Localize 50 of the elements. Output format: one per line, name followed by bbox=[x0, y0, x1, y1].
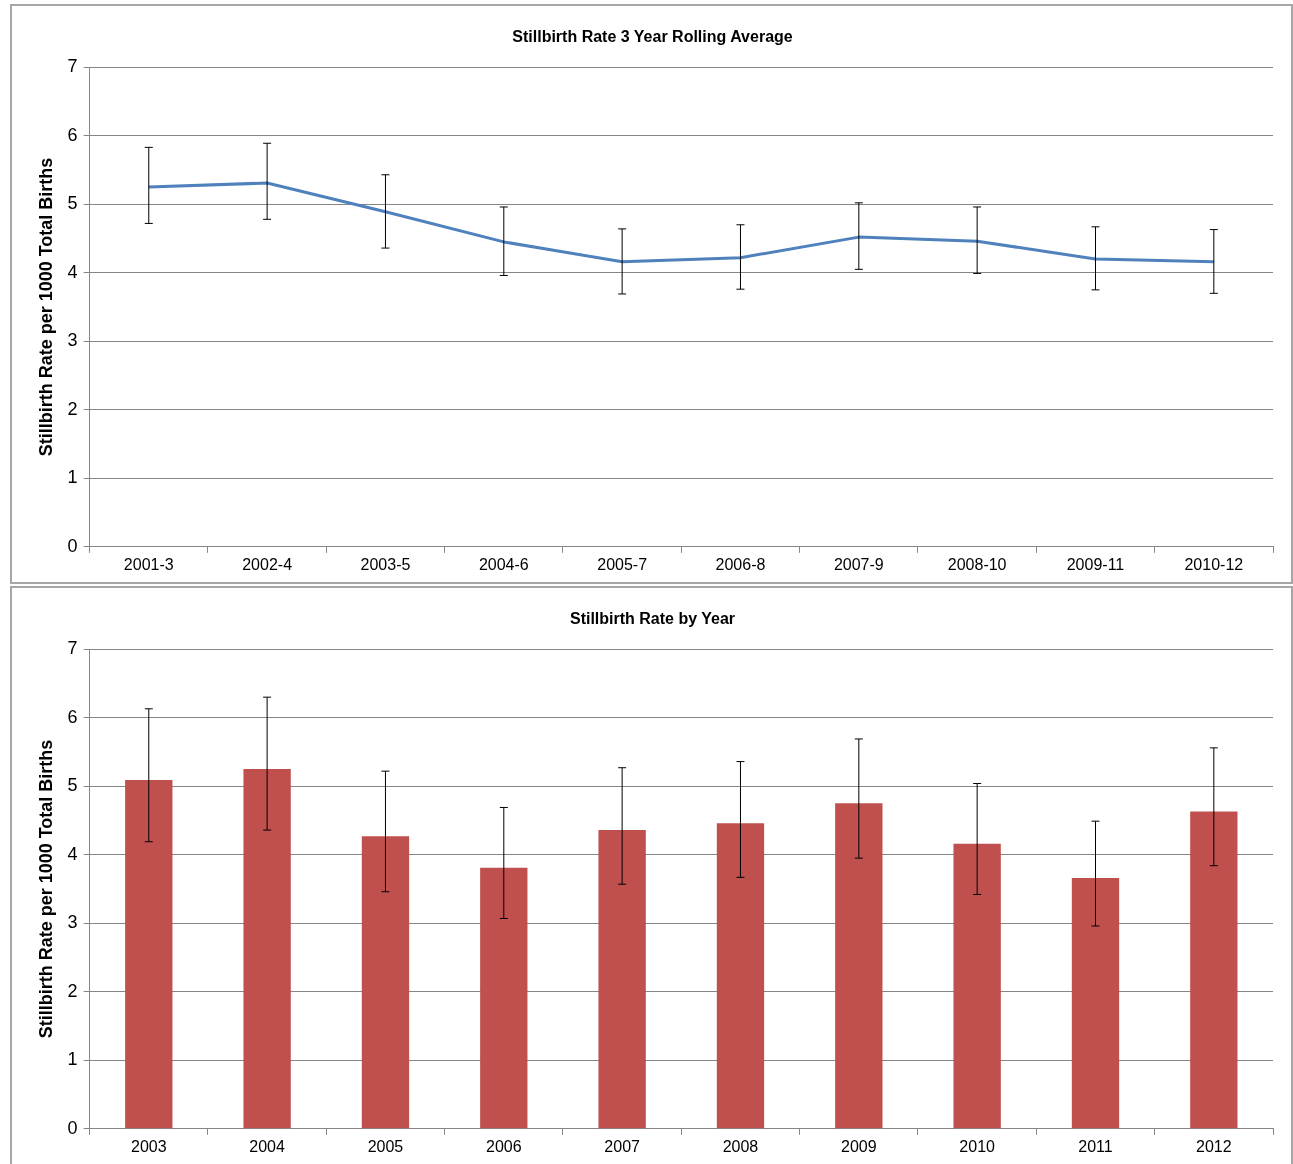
y-tick-label: 7 bbox=[67, 638, 78, 659]
x-tick-label: 2005-7 bbox=[597, 555, 648, 573]
x-tick-label: 2003-5 bbox=[360, 555, 411, 573]
y-axis-title: Stillbirth Rate per 1000 Total Births bbox=[35, 157, 56, 457]
y-tick-label: 0 bbox=[67, 535, 78, 556]
chart-title: Stillbirth Rate by Year bbox=[569, 610, 736, 628]
y-axis-title: Stillbirth Rate per 1000 Total Births bbox=[35, 739, 56, 1039]
chart-title: Stillbirth Rate 3 Year Rolling Average bbox=[512, 28, 793, 46]
y-tick-label: 7 bbox=[67, 56, 78, 77]
bar bbox=[243, 769, 291, 1129]
bar bbox=[716, 823, 765, 1129]
y-tick-label: 1 bbox=[67, 1049, 78, 1070]
bar bbox=[125, 780, 173, 1129]
bar bbox=[835, 803, 883, 1129]
y-tick-label: 6 bbox=[67, 706, 78, 727]
x-tick-label: 2007 bbox=[604, 1137, 641, 1155]
x-tick-label: 2005 bbox=[367, 1137, 404, 1155]
y-tick-label: 0 bbox=[67, 1117, 78, 1138]
x-tick-label: 2009-11 bbox=[1066, 555, 1125, 573]
x-tick-label: 2006-8 bbox=[715, 555, 766, 573]
x-tick-label: 2009 bbox=[841, 1137, 877, 1155]
y-tick-label: 3 bbox=[67, 912, 78, 933]
y-tick-label: 2 bbox=[67, 980, 78, 1001]
y-tick-label: 5 bbox=[67, 193, 78, 214]
x-tick-label: 2004 bbox=[249, 1137, 286, 1155]
x-tick-label: 2001-3 bbox=[123, 555, 174, 573]
bar bbox=[598, 830, 646, 1129]
y-tick-label: 1 bbox=[67, 467, 78, 488]
y-tick-label: 4 bbox=[67, 261, 78, 282]
x-tick-label: 2010-12 bbox=[1184, 555, 1244, 573]
x-tick-label: 2012 bbox=[1196, 1137, 1232, 1155]
x-tick-label: 2008 bbox=[722, 1137, 759, 1155]
x-tick-label: 2007-9 bbox=[833, 555, 884, 573]
x-tick-label: 2004-6 bbox=[478, 555, 529, 573]
x-tick-label: 2008-10 bbox=[947, 555, 1007, 573]
bar bbox=[953, 843, 1001, 1129]
y-tick-label: 3 bbox=[67, 330, 78, 351]
x-tick-label: 2003 bbox=[130, 1137, 167, 1155]
x-tick-label: 2002-4 bbox=[242, 555, 293, 573]
y-tick-label: 2 bbox=[67, 398, 78, 419]
bar bbox=[361, 836, 410, 1129]
bar bbox=[1190, 811, 1238, 1129]
bar bbox=[480, 867, 528, 1129]
y-tick-label: 6 bbox=[67, 124, 78, 145]
x-tick-label: 2010 bbox=[959, 1137, 996, 1155]
x-tick-label: 2006 bbox=[486, 1137, 522, 1155]
y-tick-label: 4 bbox=[67, 843, 78, 864]
y-tick-label: 5 bbox=[67, 775, 78, 796]
bar bbox=[1071, 878, 1120, 1129]
x-tick-label: 2011 bbox=[1078, 1137, 1113, 1155]
